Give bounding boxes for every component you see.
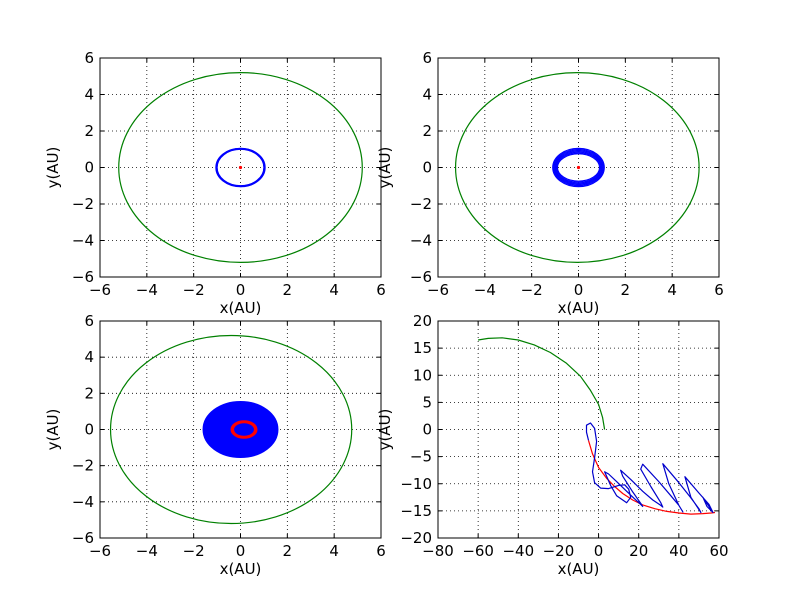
chart3.y-axis-label: y(AU): [376, 409, 394, 451]
chart0.x-axis-label: x(AU): [220, 299, 262, 317]
chart1.series-1-ring-5: [552, 147, 605, 188]
chart3.series-2: [585, 422, 714, 514]
chart1.xtick-label-3: 0: [574, 281, 584, 299]
chart3.ytick-label-4: 0: [422, 421, 432, 439]
chart2.ytick-label-0: −6: [72, 529, 94, 547]
chart2.xtick-label-6: 6: [376, 542, 386, 560]
chart2.series-0: [109, 334, 353, 525]
chart0.ytick-label-5: 4: [84, 86, 94, 104]
chart1.ytick-label-0: −6: [410, 268, 432, 286]
chart0.ytick-label-4: 2: [84, 122, 94, 140]
chart0.xtick-label-3: 0: [236, 281, 246, 299]
subplot-top-left: −6 −4 −2 0 2 4 6 −6 −4 −2 0 2 4 6 x(AU) y(AU): [44, 49, 386, 317]
chart3.series-0: [478, 337, 606, 430]
chart3.xtick-label-4: 0: [594, 542, 604, 560]
subplot-bottom-left: −6 −4 −2 0 2 4 6 −6 −4 −2 0 2 4 6 x(AU) y(AU): [44, 312, 386, 578]
chart2.xtick-label-4: 2: [283, 542, 293, 560]
chart3.ytick-label-0: −20: [400, 529, 432, 547]
chart3.ytick-label-6: 10: [413, 366, 432, 384]
chart2.ytick-label-3: 0: [84, 421, 94, 439]
chart0.ytick-label-1: −4: [72, 232, 94, 250]
chart1.ytick-label-2: −2: [410, 195, 432, 213]
chart0.ytick-label-3: 0: [84, 159, 94, 177]
chart1.xtick-label-6: 6: [714, 281, 724, 299]
chart0.ytick-label-6: 6: [84, 49, 94, 67]
chart1.series-1-ring-2: [554, 151, 603, 184]
chart0.series-1: [215, 147, 266, 188]
chart1.xtick-label-1: −4: [474, 281, 496, 299]
chart2.ytick-label-2: −2: [72, 457, 94, 475]
chart1.series-1-ring-3: [554, 149, 603, 186]
chart0.y-axis-label: y(AU): [44, 147, 62, 189]
chart2.ytick-label-6: 6: [84, 312, 94, 330]
chart1.xtick-label-2: −2: [521, 281, 543, 299]
chart3.xtick-label-6: 40: [669, 542, 688, 560]
chart1.xtick-label-4: 2: [621, 281, 631, 299]
chart0.series-2: [238, 165, 243, 170]
chart0.xtick-label-5: 4: [329, 281, 339, 299]
chart3.xtick-label-2: −40: [502, 542, 534, 560]
chart2.series-2-ring-5: [230, 420, 258, 439]
subplot-bottom-right: −80 −60 −40 −20 0 20 40 60 −20 −15 −10 −5 0 5 10 15 20 x(…: [376, 312, 729, 578]
chart2.ytick-label-5: 4: [84, 348, 94, 366]
chart0.xtick-label-0: −6: [89, 281, 111, 299]
subplot-top-right: −6 −4 −2 0 2 4 6 −6 −4 −2 0 2 4 6 x(AU) y(AU): [376, 49, 724, 317]
chart1.series-0: [454, 71, 700, 264]
chart1.ytick-label-4: 2: [422, 122, 432, 140]
chart1.xtick-label-5: 4: [667, 281, 677, 299]
chart1.series-1-ring-1: [555, 152, 602, 183]
chart3.x-axis-label: x(AU): [558, 560, 600, 578]
chart1.ytick-label-3: 0: [422, 159, 432, 177]
chart1.series-2: [576, 165, 581, 170]
chart1.ytick-label-6: 6: [422, 49, 432, 67]
chart0.ytick-label-2: −2: [72, 195, 94, 213]
chart0.xtick-label-4: 2: [283, 281, 293, 299]
chart2.series-2: [230, 420, 258, 439]
chart2.x-axis-label: x(AU): [220, 560, 262, 578]
chart3.ytick-label-8: 20: [413, 312, 432, 330]
chart0.series-1-ring-5: [215, 147, 266, 188]
chart2.xtick-label-2: −2: [183, 542, 205, 560]
chart3.xtick-label-5: 20: [629, 542, 648, 560]
chart2.xtick-label-1: −4: [136, 542, 158, 560]
chart3.xtick-label-3: −20: [543, 542, 575, 560]
chart1.x-axis-label: x(AU): [558, 299, 600, 317]
chart3.xtick-label-1: −60: [462, 542, 494, 560]
chart1.series-1-ring-0: [556, 153, 601, 182]
chart2.ytick-label-1: −4: [72, 493, 94, 511]
chart1.ytick-label-1: −4: [410, 232, 432, 250]
chart1.y-axis-label: y(AU): [376, 147, 394, 189]
chart2.y-axis-label: y(AU): [44, 409, 62, 451]
chart0.xtick-label-2: −2: [183, 281, 205, 299]
chart3.xtick-label-0: −80: [422, 542, 454, 560]
chart3.ytick-label-1: −15: [400, 502, 432, 520]
chart0.ytick-label-0: −6: [72, 268, 94, 286]
chart0.xtick-label-6: 6: [376, 281, 386, 299]
chart3.xtick-label-7: 60: [709, 542, 728, 560]
chart2.series-1: [202, 400, 279, 459]
chart3.ytick-label-2: −10: [400, 475, 432, 493]
chart3.ytick-label-3: −5: [410, 448, 432, 466]
chart1.xtick-label-0: −6: [427, 281, 449, 299]
chart1.ytick-label-5: 4: [422, 86, 432, 104]
chart2.ytick-label-4: 2: [84, 384, 94, 402]
chart2.xtick-label-5: 4: [329, 542, 339, 560]
chart3.ytick-label-5: 5: [422, 393, 432, 411]
chart0.xtick-label-1: −4: [136, 281, 158, 299]
chart3.ytick-label-7: 15: [413, 339, 432, 357]
chart2.xtick-label-0: −6: [89, 542, 111, 560]
chart0.series-0: [118, 71, 363, 264]
chart1.series-1-ring-4: [553, 148, 604, 187]
chart3.series-1: [587, 440, 716, 515]
chart1.series-1: [552, 147, 605, 188]
chart2.xtick-label-3: 0: [236, 542, 246, 560]
